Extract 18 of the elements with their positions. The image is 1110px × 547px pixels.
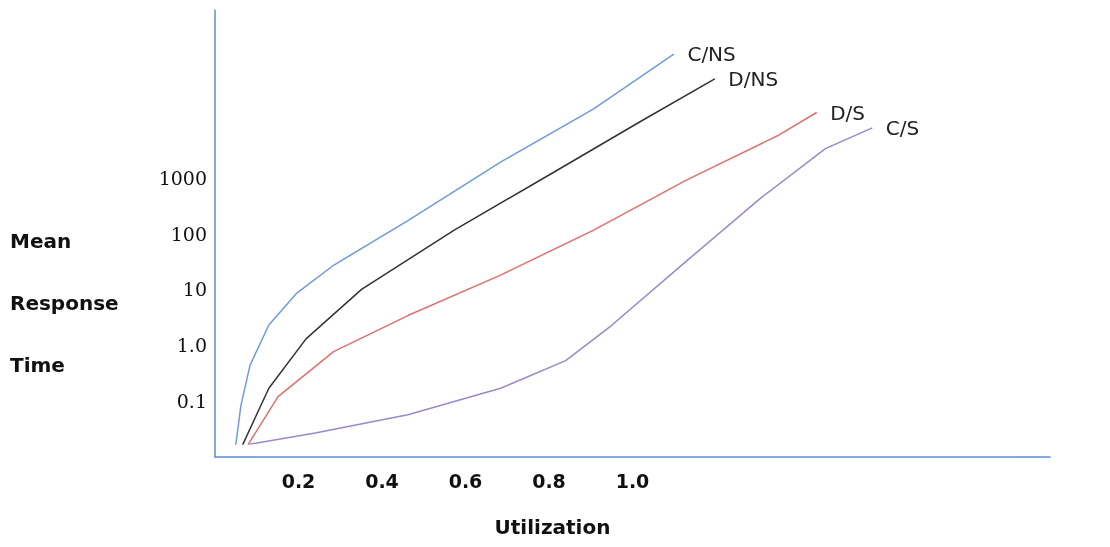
series-label: C/S [885,116,920,141]
y-tick-label: 1.0 [176,334,207,357]
x-tick-label: 0.2 [281,469,316,492]
series-label: C/NS [687,42,736,67]
x-tick-label: 0.6 [448,469,483,492]
x-tick-label: 0.4 [365,469,399,492]
text: Mean Response Time [10,229,119,377]
series-label: D/NS [728,67,779,92]
y-tick-label: 100 [170,222,207,245]
x-tick-label: 1.0 [615,469,650,492]
y-tick-label: 0.1 [176,390,207,413]
line-series [242,78,716,445]
x-tick-label: 0.8 [532,469,566,492]
y-tick-label: 1000 [158,166,207,189]
x-axis-title: Utilization [494,515,611,539]
y-tick-label: 10 [182,278,207,301]
line-series [235,53,675,445]
series-label: D/S [830,100,866,125]
